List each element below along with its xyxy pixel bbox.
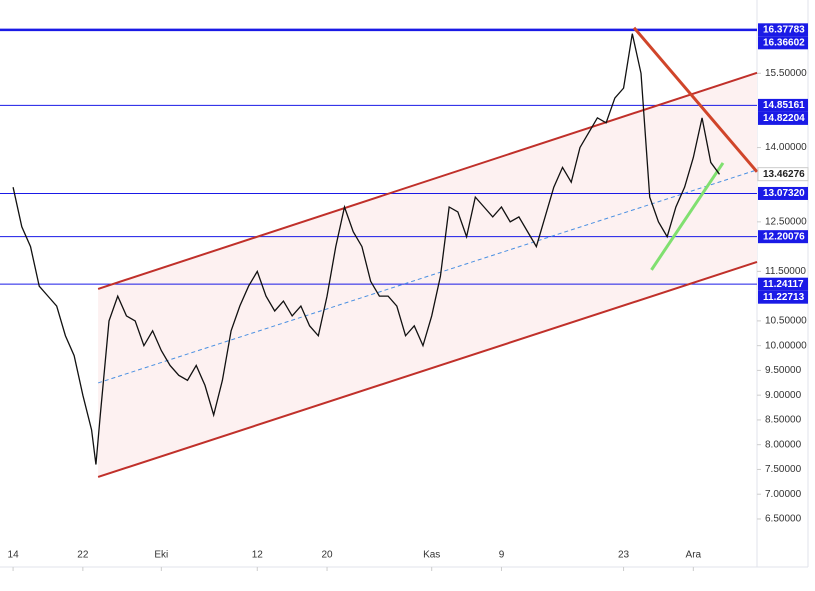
y-tick-label: 6.50000 <box>765 514 802 525</box>
x-tick-label: 12 <box>252 550 264 561</box>
x-tick-label: 14 <box>8 550 20 561</box>
y-tick-label: 7.50000 <box>765 464 802 475</box>
x-tick-label: Ara <box>686 550 702 561</box>
x-tick-label: 20 <box>321 550 333 561</box>
price-badge-label: 14.82204 <box>763 113 805 124</box>
y-tick-label: 10.50000 <box>765 316 807 327</box>
price-badge-label: 11.24117 <box>763 279 804 290</box>
price-badge <box>758 230 808 244</box>
trend-line <box>97 71 758 290</box>
y-tick-label: 8.00000 <box>765 439 802 450</box>
price-badge <box>758 36 808 50</box>
y-tick-label: 8.50000 <box>765 415 802 426</box>
trend-line <box>97 169 758 384</box>
price-badge <box>758 23 808 37</box>
y-tick-label: 7.00000 <box>765 489 802 500</box>
y-tick-label: 12.50000 <box>765 216 807 227</box>
trend-line <box>97 261 758 478</box>
x-tick-label: Eki <box>154 550 168 561</box>
price-badge <box>758 111 808 125</box>
price-badge-label: 16.37783 <box>763 24 805 35</box>
price-badge-label: 11.22713 <box>763 292 805 303</box>
price-line <box>12 33 721 465</box>
price-badge-label: 13.07320 <box>763 188 805 199</box>
price-badge-label: 12.20076 <box>763 231 805 242</box>
y-tick-label: 9.00000 <box>765 390 802 401</box>
trend-line <box>632 26 759 173</box>
trend-line <box>650 162 725 271</box>
y-tick-label: 11.50000 <box>765 266 806 277</box>
price-badge-label: 13.46276 <box>763 169 805 180</box>
x-tick-label: 23 <box>618 550 630 561</box>
price-badge <box>757 167 809 182</box>
price-badge <box>758 186 808 200</box>
price-badge-label: 16.36602 <box>763 37 805 48</box>
x-tick-label: 9 <box>499 550 505 561</box>
y-tick-label: 14.00000 <box>765 142 807 153</box>
price-badge <box>758 290 808 304</box>
price-badge <box>758 98 808 112</box>
price-badge <box>758 277 808 291</box>
x-tick-label: 22 <box>77 550 89 561</box>
y-tick-label: 10.00000 <box>765 340 807 351</box>
y-tick-label: 9.50000 <box>765 365 802 376</box>
channel-fill <box>98 72 758 477</box>
x-tick-label: Kas <box>423 550 440 561</box>
y-tick-label: 15.50000 <box>765 68 807 79</box>
price-badge-label: 14.85161 <box>763 100 805 111</box>
